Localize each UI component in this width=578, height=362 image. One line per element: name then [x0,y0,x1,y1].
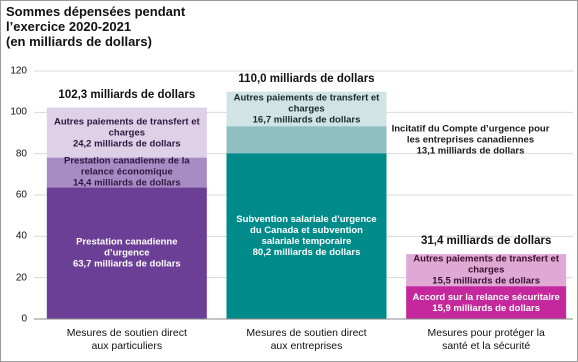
segment-label: Incitatif du Compte d’urgence pour les e… [391,123,551,156]
segment-label: Autres paiements de transfert et charges… [233,92,381,125]
segment-value-label: 15,5 milliards de dollars [432,275,541,287]
segment-label: Autres paiements de transfert et charges… [412,254,560,287]
total-label: 102,3 milliards de dollars [58,88,196,101]
segment-label: Accord sur la relance sécuritaire 15,9 mi… [412,292,560,314]
title-line: Sommes dépensées pendant [6,4,186,19]
segment-name: Autres paiements de transfert et charges [53,116,200,139]
segment-value-label: 63,7 milliards de dollars [72,258,181,270]
segment-value-label: 15,9 milliards de dollars [432,302,541,314]
segment-value-label: 16,7 milliards de dollars [252,114,361,126]
segment-name: Prestation canadienne de la relance écon… [64,155,190,178]
title-line: l’exercice 2020-2021 [6,19,132,34]
y-tick-label: 80 [15,148,27,160]
segment-name: Prestation canadienne d’urgence [76,236,178,259]
bar-segment [46,187,207,319]
segment-label: Prestation canadienne d’urgence 63,7 mill… [53,237,201,270]
bar-segment [406,286,567,319]
segment-name: Autres paiements de transfert et charges [413,253,560,276]
bar-segment [226,126,387,154]
segment-label: Autres paiements de transfert et charges… [53,116,201,149]
total-label: 31,4 milliards de dollars [420,235,552,248]
x-tick-label: Mesures de soutien direct aux entreprise… [246,327,367,352]
y-tick-label: 60 [15,189,27,201]
bar-segment [46,107,207,158]
segment-value-label: 13,1 milliards de dollars [416,145,525,157]
segment-name: Autres paiements de transfert et charges [233,92,380,115]
segment-label: Subvention salariale d’urgence du Canada… [233,214,381,258]
title-line: (en milliards de dollars) [6,34,152,49]
bar-segment [46,157,207,188]
bar-segment [406,254,567,287]
x-tick-label: Mesures pour protéger la santé et la séc… [427,327,545,352]
y-tick-label: 40 [15,230,27,242]
chart-title: Sommes dépensées pendant l’exercice 2020… [6,4,185,49]
bar-segment [226,91,387,127]
segment-value-label: 14,4 milliards de dollars [72,177,181,189]
segment-value-label: 24,2 milliards de dollars [72,138,181,150]
segment-label: Prestation canadienne de la relance écon… [53,156,201,189]
segment-name: Subvention salariale d’urgence du Canada… [236,214,377,248]
y-tick-label: 0 [21,313,27,325]
segment-name: Accord sur la relance sécuritaire [412,291,560,303]
segment-name: Incitatif du Compte d’urgence pour les e… [391,123,550,146]
total-label: 110,0 milliards de dollars [238,72,375,85]
y-tick-label: 20 [15,272,27,284]
y-tick-label: 100 [10,106,27,118]
x-tick-label: Mesures de soutien direct aux particulie… [66,327,187,352]
segment-value-label: 80,2 milliards de dollars [252,247,361,259]
bar-segment [226,153,387,319]
y-tick-label: 120 [10,65,27,77]
